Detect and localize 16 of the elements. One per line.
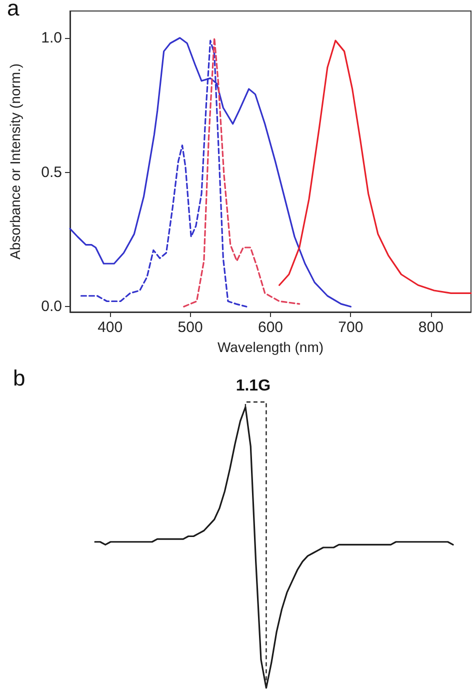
y-axis-title: Absorbance or Intensity (norm.) (7, 63, 23, 260)
x-tick-label: 600 (258, 319, 284, 336)
x-tick-label: 500 (178, 319, 203, 336)
y-tick-label: 0.5 (41, 164, 62, 181)
chart-title: b (13, 366, 26, 390)
line-series (69, 37, 352, 308)
y-tick-label: 0.0 (41, 298, 62, 316)
y-tick-label: 1.0 (41, 29, 62, 46)
x-tick-label: 700 (338, 319, 364, 336)
x-tick-label: 400 (98, 319, 123, 336)
x-tick-label: 800 (418, 319, 444, 336)
x-axis-title: Wavelength (nm) (217, 339, 324, 355)
text: 1.1G (236, 378, 271, 394)
line-series (278, 40, 472, 294)
line-series (183, 37, 300, 308)
chart-title: a (7, 0, 20, 20)
